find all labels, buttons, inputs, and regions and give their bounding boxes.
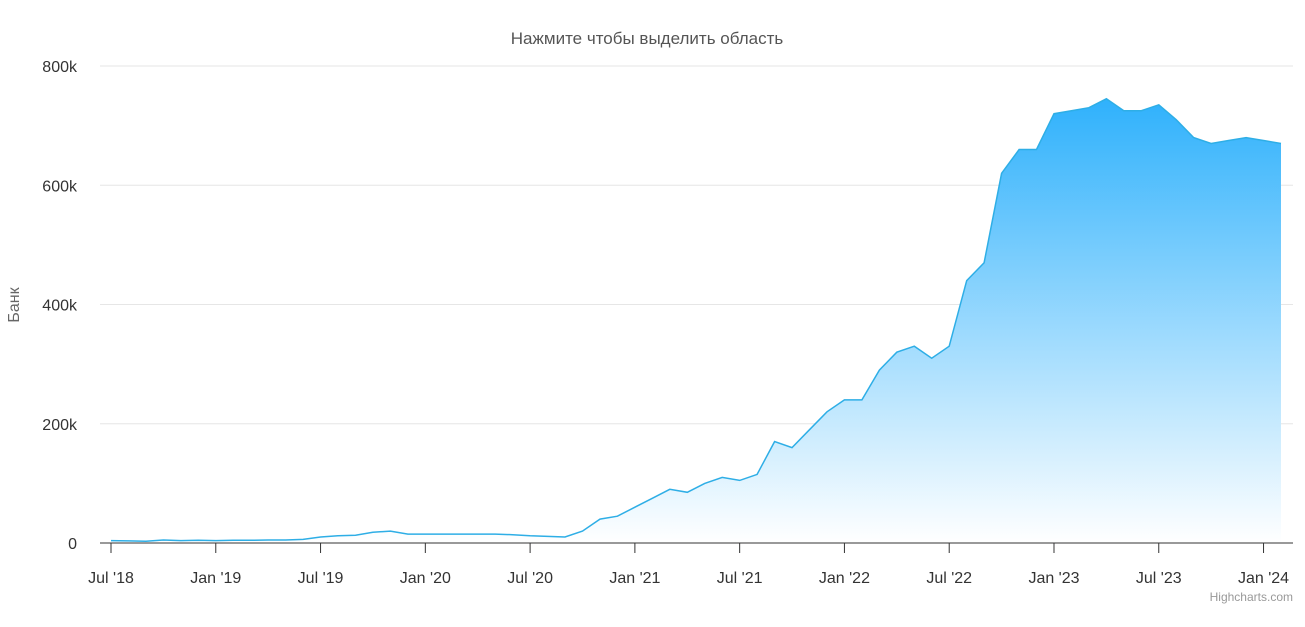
y-axis-label: Банк (6, 286, 23, 322)
x-tick-label: Jul '21 (717, 570, 763, 587)
x-tick-label: Jan '20 (400, 570, 451, 587)
x-tick-label: Jul '23 (1136, 570, 1182, 587)
x-tick-label: Jan '23 (1028, 570, 1079, 587)
y-tick-label: 0 (68, 536, 77, 553)
x-tick-label: Jan '19 (190, 570, 241, 587)
y-tick-label: 200k (42, 417, 78, 434)
x-tick-label: Jan '24 (1238, 570, 1289, 587)
y-tick-label: 400k (42, 298, 78, 315)
x-tick-label: Jul '20 (507, 570, 553, 587)
y-tick-label: 800k (42, 59, 78, 76)
chart-title: Нажмите чтобы выделить область (511, 29, 784, 48)
y-tick-label: 600k (42, 178, 78, 195)
x-tick-label: Jan '21 (609, 570, 660, 587)
x-tick-label: Jul '18 (88, 570, 134, 587)
x-tick-label: Jan '22 (819, 570, 870, 587)
x-tick-label: Jul '19 (298, 570, 344, 587)
x-tick-label: Jul '22 (926, 570, 972, 587)
area-line (110, 97, 1282, 542)
credits[interactable]: Highcharts.com (1210, 590, 1293, 604)
area-fill (111, 98, 1281, 544)
